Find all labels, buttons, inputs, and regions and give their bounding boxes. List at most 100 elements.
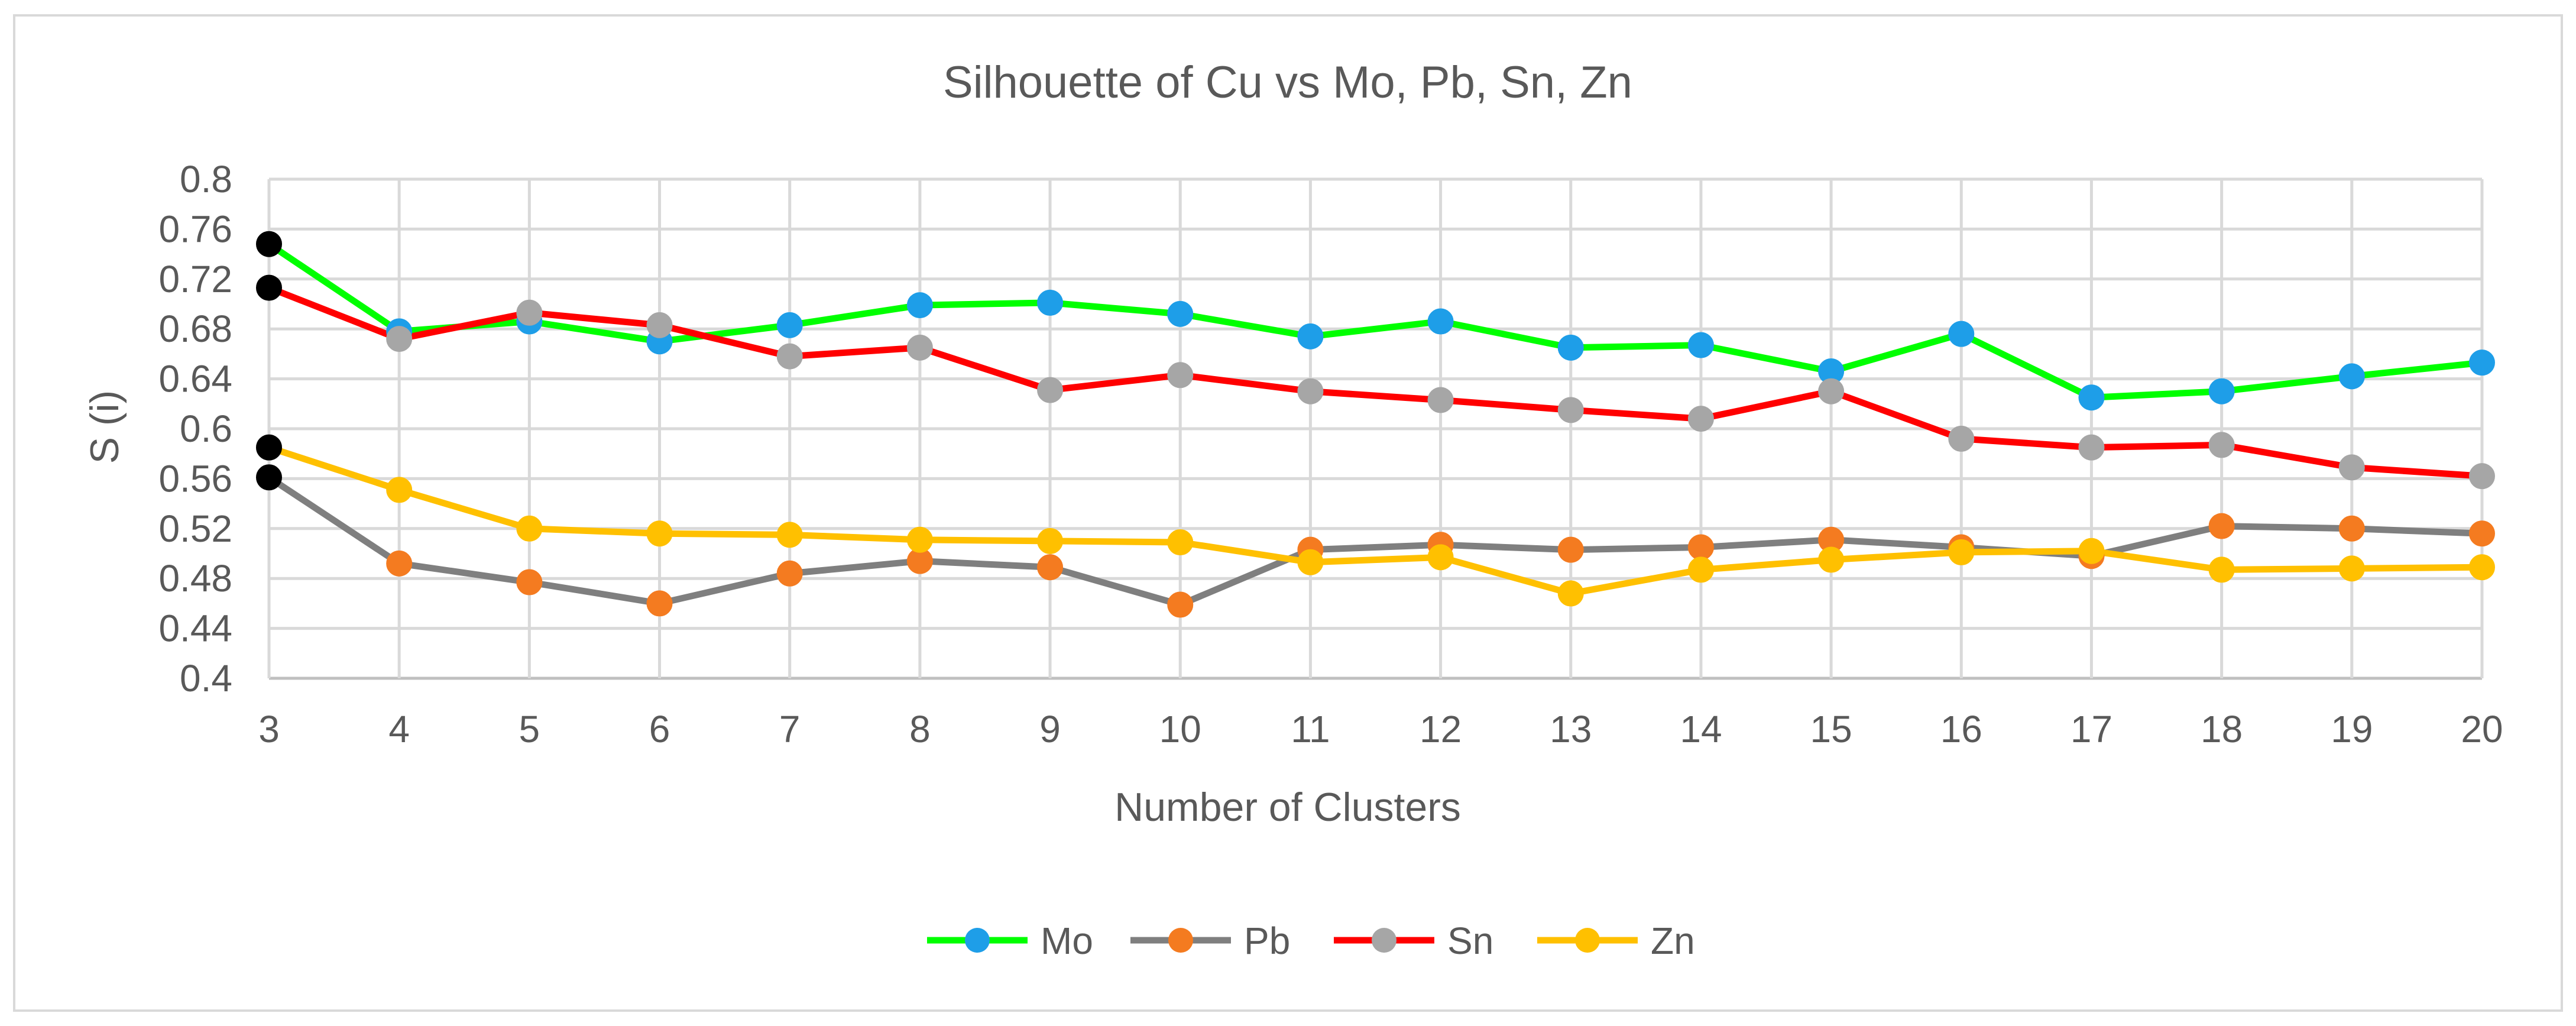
series-line-pb (265, 474, 2486, 609)
data-point-mo (906, 292, 933, 319)
legend-item-pb: Pb (1130, 920, 1290, 962)
data-point-sn (2338, 454, 2365, 481)
y-tick-label: 0.72 (158, 258, 232, 300)
data-point-sn (256, 274, 282, 301)
legend-label-zn: Zn (1651, 920, 1695, 962)
data-point-zn (2078, 538, 2105, 564)
y-tick-label: 0.8 (180, 158, 232, 200)
data-point-zn (906, 526, 933, 553)
data-point-mo (776, 312, 803, 338)
data-point-sn (386, 326, 413, 352)
y-tick-label: 0.64 (158, 358, 232, 400)
legend-marker-pb (1168, 928, 1193, 953)
x-tick-label: 5 (519, 708, 540, 750)
data-point-zn (1427, 544, 1454, 571)
data-point-sn (1687, 406, 1714, 432)
x-tick-label: 11 (1291, 708, 1330, 750)
data-point-sn (1948, 425, 1975, 452)
data-point-pb (386, 550, 413, 577)
y-tick-label: 0.68 (158, 308, 232, 350)
data-point-pb (646, 590, 673, 617)
x-tick-label: 4 (388, 708, 410, 750)
legend-label-sn: Sn (1447, 920, 1493, 962)
legend-marker-sn (1372, 928, 1396, 953)
data-point-sn (1427, 387, 1454, 413)
data-point-zn (1687, 556, 1714, 583)
y-tick-label: 0.56 (158, 457, 232, 500)
data-point-pb (256, 464, 282, 491)
data-point-pb (516, 569, 543, 595)
data-point-pb (1037, 554, 1064, 581)
x-axis-tick-labels: 3 4 5 6 7 8 9 10 11 12 13 14 15 16 17 18 19 20 (258, 708, 2503, 750)
legend-item-mo: Mo (927, 920, 1093, 962)
data-point-mo (1167, 300, 1194, 327)
x-tick-label: 8 (909, 708, 931, 750)
data-point-pb (2469, 520, 2495, 547)
data-point-sn (1557, 397, 1584, 423)
data-point-sn (1167, 362, 1194, 389)
x-tick-label: 10 (1159, 708, 1201, 750)
x-tick-label: 12 (1420, 708, 1462, 750)
x-tick-label: 16 (1940, 708, 1982, 750)
data-point-zn (1557, 580, 1584, 607)
data-point-mo (2208, 378, 2235, 404)
data-point-zn (1948, 539, 1975, 565)
data-point-mo (2078, 384, 2105, 411)
x-tick-label: 9 (1039, 708, 1061, 750)
data-point-pb (1167, 591, 1194, 618)
y-axis-tick-labels: 0.4 0.44 0.48 0.52 0.56 0.6 0.64 0.68 0.72 0.76 0.… (158, 158, 232, 700)
legend-marker-mo (965, 928, 990, 953)
y-tick-label: 0.4 (180, 657, 232, 700)
y-tick-label: 0.48 (158, 557, 232, 600)
data-point-sn (906, 334, 933, 361)
data-point-zn (256, 434, 282, 461)
x-tick-label: 7 (779, 708, 801, 750)
data-point-zn (2469, 554, 2495, 581)
data-point-pb (1687, 534, 1714, 561)
data-point-zn (1167, 529, 1194, 556)
x-tick-label: 14 (1680, 708, 1722, 750)
data-point-mo (1037, 289, 1064, 316)
gridlines (267, 177, 2484, 680)
y-axis-title: S (i) (82, 390, 127, 464)
data-point-zn (776, 522, 803, 548)
series-line-mo (265, 241, 2486, 401)
legend-item-sn: Sn (1334, 920, 1493, 962)
x-tick-label: 3 (258, 708, 280, 750)
data-point-mo (2469, 349, 2495, 376)
data-point-mo (1557, 334, 1584, 361)
x-tick-label: 17 (2070, 708, 2112, 750)
data-point-pb (2208, 513, 2235, 539)
data-point-pb (776, 560, 803, 587)
data-point-mo (1297, 323, 1324, 349)
data-point-pb (1557, 536, 1584, 563)
data-point-mo (2338, 363, 2365, 390)
x-tick-label: 15 (1810, 708, 1852, 750)
legend-marker-zn (1575, 928, 1600, 953)
y-tick-label: 0.6 (180, 407, 232, 450)
data-point-sn (516, 299, 543, 326)
legend: Mo Pb Sn Zn (927, 920, 1695, 962)
data-point-zn (1818, 546, 1845, 573)
x-tick-label: 18 (2201, 708, 2243, 750)
data-point-mo (1948, 321, 1975, 347)
series-lines (265, 241, 2486, 609)
data-point-sn (646, 312, 673, 338)
data-point-zn (386, 477, 413, 503)
chart-title: Silhouette of Cu vs Mo, Pb, Sn, Zn (943, 57, 1632, 108)
data-point-zn (1037, 527, 1064, 554)
series-line-zn (265, 444, 2486, 597)
data-point-sn (2078, 434, 2105, 461)
y-tick-label: 0.52 (158, 507, 232, 550)
y-tick-label: 0.44 (158, 607, 232, 650)
data-point-mo (256, 231, 282, 257)
x-axis-title: Number of Clusters (1114, 785, 1461, 830)
data-point-mo (1427, 308, 1454, 335)
data-point-pb (2338, 515, 2365, 542)
y-tick-label: 0.76 (158, 208, 232, 250)
legend-label-mo: Mo (1041, 920, 1093, 962)
data-point-sn (1297, 378, 1324, 404)
data-point-sn (1818, 378, 1845, 404)
data-point-sn (776, 343, 803, 370)
